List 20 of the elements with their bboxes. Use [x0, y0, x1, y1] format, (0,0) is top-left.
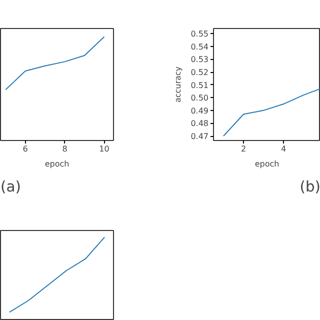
y-tick-label: 0.53	[190, 55, 208, 64]
x-tick-label: 6	[22, 144, 28, 154]
y-tick-label: 0.54	[190, 42, 208, 52]
x-axis-title: epoch	[44, 160, 70, 168]
line-series	[223, 88, 320, 137]
y-tick-label: 0.55	[190, 30, 208, 39]
y-tick-label: 0.51	[190, 80, 208, 90]
x-tick-label: 10	[99, 144, 110, 154]
text: (a)	[0, 178, 21, 196]
x-tick-label: 4	[280, 144, 286, 154]
y-tick-label: 0.49	[190, 106, 208, 116]
text: (b)	[300, 178, 320, 196]
y-axis-title: accuracy	[174, 66, 183, 103]
y-tick-label: 0.47	[190, 132, 208, 142]
x-axis-title: epoch	[254, 160, 280, 168]
y-tick-label: 0.50	[190, 94, 208, 103]
x-tick-label: 8	[62, 144, 68, 154]
x-tick-label: 2	[240, 144, 246, 154]
y-tick-label: 0.48	[190, 119, 208, 128]
y-tick-label: 0.52	[190, 68, 208, 78]
